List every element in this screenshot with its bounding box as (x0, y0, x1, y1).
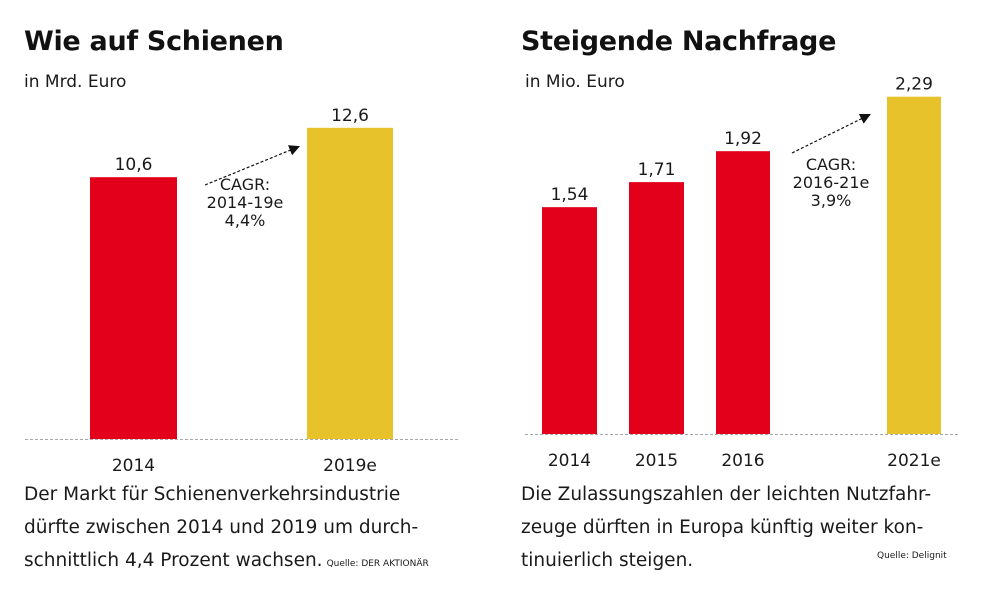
left-bar-2014 (90, 177, 177, 439)
right-chart-unit: in Mio. Euro (525, 72, 625, 92)
left-cagr-annotation: 2014-19e (207, 193, 284, 212)
right-value-label: 1,54 (551, 185, 589, 205)
left-cagr-annotation: 4,4% (225, 211, 266, 230)
left-chart-unit: in Mrd. Euro (24, 72, 127, 92)
right-x-tick-label: 2016 (721, 451, 764, 471)
right-bar-2014 (542, 207, 597, 434)
right-chart-description: Die Zulassungszahlen der leichten Nutzfa… (521, 478, 931, 577)
right-value-label: 2,29 (895, 75, 933, 95)
right-value-label: 1,92 (724, 129, 762, 149)
left-value-label: 12,6 (331, 106, 369, 126)
right-description-line: tinuierlich steigen. (521, 550, 694, 571)
right-x-tick-label: 2014 (548, 451, 591, 471)
right-cagr-arrow (791, 113, 871, 154)
left-chart-title: Wie auf Schienen (24, 26, 284, 57)
right-bar-2021e (887, 96, 941, 435)
right-x-tick-label: 2021e (887, 451, 941, 471)
left-x-tick-label: 2014 (112, 456, 155, 476)
left-chart-source: Quelle: DER AKTIONÄR (326, 559, 429, 569)
left-x-tick-label: 2019e (323, 456, 377, 476)
right-description-line: Die Zulassungszahlen der leichten Nutzfa… (521, 484, 932, 505)
right-bar-2016 (716, 151, 770, 434)
right-chart-title: Steigende Nachfrage (521, 26, 837, 57)
left-description-line: Der Markt für Schienenverkehrsindustrie (24, 484, 401, 505)
left-chart-description: Der Markt für Schienenverkehrsindustrie … (24, 478, 429, 581)
right-value-label: 1,71 (638, 160, 676, 180)
left-description-text: schnittlich 4,4 Prozent wachsen. (24, 550, 323, 571)
left-bar-2019e (307, 127, 393, 439)
left-value-label: 10,6 (115, 155, 153, 175)
right-bar-2015 (629, 182, 684, 434)
right-x-tick-label: 2015 (635, 451, 678, 471)
right-description-line: zeuge dürften in Europa künftig weiter k… (521, 517, 924, 538)
right-cagr-annotation: 3,9% (811, 191, 852, 210)
left-cagr-arrow (204, 145, 300, 186)
left-description-line: dürfte zwischen 2014 und 2019 um durch- (24, 517, 419, 538)
right-cagr-annotation: 2016-21e (793, 173, 870, 192)
right-cagr-annotation: CAGR: (806, 155, 856, 174)
left-cagr-annotation: CAGR: (220, 175, 270, 194)
left-description-line: schnittlich 4,4 Prozent wachsen. Quelle: … (24, 544, 429, 581)
right-chart-source: Quelle: Delignit (877, 551, 947, 561)
